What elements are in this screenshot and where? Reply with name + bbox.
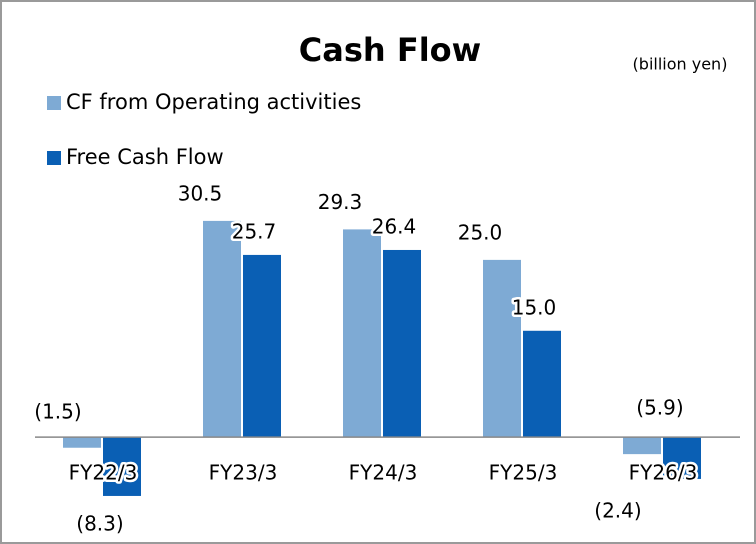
data-label: 30.5 xyxy=(178,181,223,205)
data-label: 25.0 xyxy=(458,220,503,244)
bar xyxy=(383,249,421,438)
data-label: (8.3) xyxy=(76,511,123,535)
chart-title: Cash Flow xyxy=(299,31,481,69)
x-tick-label: FY22/3 xyxy=(69,461,138,485)
x-tick-label: FY23/3 xyxy=(209,461,278,485)
bar xyxy=(103,437,141,496)
bar xyxy=(483,259,521,438)
x-tick-label: FY24/3 xyxy=(349,461,418,485)
data-label: (2.4) xyxy=(594,499,641,523)
bar xyxy=(63,437,101,448)
bar xyxy=(203,220,241,438)
data-label: (5.9) xyxy=(636,396,683,420)
data-label: 25.7 xyxy=(232,219,277,243)
legend-label: CF from Operating activities xyxy=(66,90,361,114)
data-label: 26.4 xyxy=(372,214,417,238)
legend-swatch xyxy=(47,151,61,165)
legend-swatch xyxy=(47,96,61,110)
bar xyxy=(623,437,661,455)
bar xyxy=(243,254,281,438)
data-label: 29.3 xyxy=(318,190,363,214)
bar xyxy=(663,437,701,479)
bar xyxy=(523,330,561,438)
x-tick-label: FY26/3 xyxy=(629,461,698,485)
subtitle: (billion yen) xyxy=(633,55,728,74)
data-label: 15.0 xyxy=(512,295,557,319)
x-tick-label: FY25/3 xyxy=(489,461,558,485)
data-label: (1.5) xyxy=(34,400,81,424)
legend-label: Free Cash Flow xyxy=(66,145,224,169)
bar xyxy=(343,229,381,438)
